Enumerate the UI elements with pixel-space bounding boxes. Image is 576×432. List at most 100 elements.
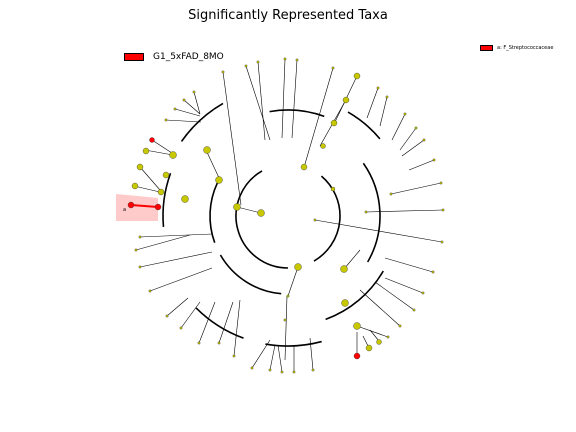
branch-15 — [365, 209, 444, 213]
taxon-node-10 — [330, 186, 336, 192]
taxon-node-67 — [313, 218, 317, 222]
taxon-node-61 — [164, 118, 168, 122]
class-arc-left — [235, 170, 289, 269]
branch-51 — [343, 249, 361, 270]
branch-11 — [399, 127, 417, 151]
taxon-node-53 — [217, 341, 221, 345]
taxon-node-43 — [421, 291, 425, 295]
taxon-node-60 — [138, 235, 142, 239]
order-arc-left — [209, 182, 219, 243]
taxon-node-56 — [165, 314, 169, 318]
taxon-node-62 — [173, 107, 177, 111]
taxon-node-34 — [385, 95, 389, 99]
taxon-node-64 — [192, 90, 196, 94]
branch-32 — [218, 301, 234, 344]
taxon-node-55 — [179, 326, 183, 330]
taxon-node-33 — [376, 86, 380, 90]
taxon-node-14 — [353, 72, 361, 80]
family-arc-left — [162, 172, 172, 227]
chart-title: Significantly Represented Taxa — [188, 8, 388, 23]
branch-33 — [198, 301, 216, 344]
branch-17 — [384, 257, 434, 273]
taxon-node-46 — [386, 335, 390, 339]
taxon-node-23 — [131, 182, 139, 190]
branch-2 — [257, 61, 266, 141]
taxon-node-49 — [280, 370, 284, 374]
taxon-node-54 — [197, 341, 201, 345]
branch-40 — [133, 185, 161, 193]
branch-19 — [374, 281, 415, 311]
taxon-node-40 — [441, 208, 445, 212]
taxon-node-59 — [134, 248, 138, 252]
taxon-node-4 — [341, 299, 349, 307]
branch-42 — [144, 149, 174, 156]
branch-50 — [287, 266, 299, 297]
taxon-node-7 — [376, 339, 382, 345]
branch-22 — [369, 329, 380, 342]
taxon-node-30 — [283, 57, 287, 61]
branch-3 — [281, 58, 286, 139]
taxon-node-21 — [136, 163, 144, 171]
taxon-node-28 — [244, 64, 248, 68]
branch-8 — [366, 87, 379, 119]
family-arc-upper-right — [347, 111, 381, 140]
family-arc-top — [269, 109, 325, 118]
order-arc-right — [362, 162, 381, 263]
taxon-node-31 — [295, 58, 299, 62]
taxon-node-3 — [340, 265, 348, 273]
branch-47 — [193, 91, 201, 115]
branch-25 — [309, 337, 314, 371]
branch-28 — [269, 344, 276, 371]
enriched-node-20 — [149, 137, 155, 143]
branch-45 — [174, 108, 201, 117]
branch-46 — [183, 99, 201, 115]
branch-layer — [130, 58, 444, 373]
taxon-node-24 — [181, 195, 189, 203]
branch-39 — [139, 233, 213, 238]
taxon-node-69 — [286, 294, 290, 298]
order-arc-lower — [219, 254, 282, 295]
branch-30 — [284, 295, 288, 361]
taxon-node-58 — [138, 265, 142, 269]
branch-16 — [314, 219, 443, 243]
branch-31 — [233, 299, 241, 357]
enriched-node-8 — [353, 352, 361, 360]
family-arc-upper-left — [180, 102, 224, 142]
branch-21 — [356, 325, 389, 338]
taxon-node-52 — [232, 354, 236, 358]
taxon-node-17 — [169, 151, 177, 159]
taxon-node-29 — [256, 60, 260, 64]
taxon-node-1 — [257, 209, 265, 217]
taxon-node-63 — [182, 98, 186, 102]
taxon-node-66 — [364, 210, 368, 214]
legend-group: G1_5xFAD_8MO — [124, 51, 224, 63]
taxon-node-22 — [157, 188, 165, 196]
taxon-node-57 — [148, 289, 152, 293]
legend-taxa: a: F_Streptococcaceae — [480, 44, 553, 52]
taxon-node-45 — [398, 324, 402, 328]
clade-highlight-layer — [116, 194, 158, 221]
clade-highlight — [116, 194, 158, 221]
branch-44 — [165, 119, 202, 123]
branch-9 — [379, 96, 388, 127]
branch-37 — [139, 251, 213, 268]
legend-taxa-swatch — [480, 45, 493, 51]
taxon-node-47 — [311, 368, 315, 372]
taxon-node-15 — [215, 176, 223, 184]
branch-10 — [391, 113, 406, 141]
taxon-node-48 — [292, 370, 296, 374]
branch-0 — [222, 71, 242, 206]
taxon-node-13 — [342, 96, 350, 104]
taxon-node-44 — [412, 308, 416, 312]
taxon-node-27 — [221, 70, 225, 74]
enriched-node-25 — [127, 201, 135, 209]
taxon-node-51 — [250, 366, 254, 370]
branch-14 — [390, 182, 442, 195]
taxon-node-32 — [331, 66, 335, 70]
branch-49 — [236, 206, 262, 214]
taxon-node-16 — [203, 146, 211, 154]
taxon-node-65 — [389, 192, 393, 196]
branch-38 — [135, 234, 191, 251]
taxon-node-19 — [142, 147, 150, 155]
